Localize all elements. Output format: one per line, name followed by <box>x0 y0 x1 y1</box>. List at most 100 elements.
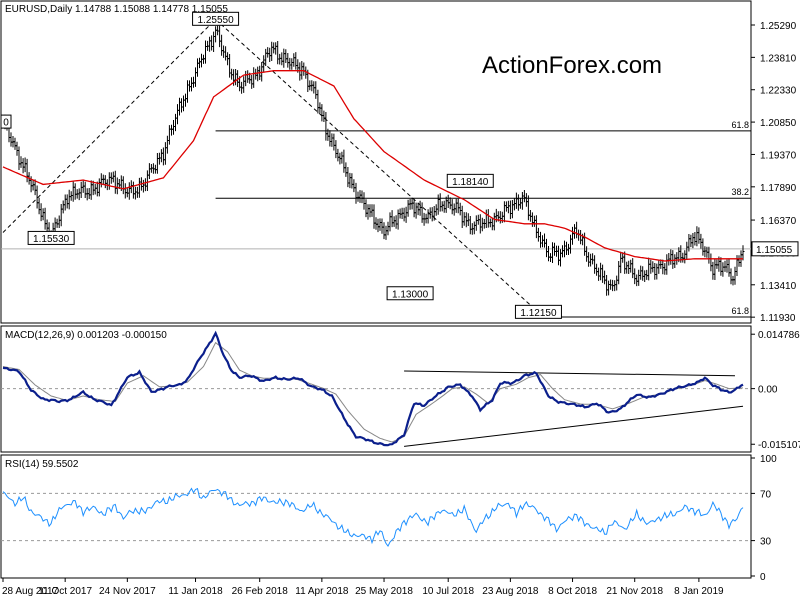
ohlc-bar <box>59 204 63 227</box>
macd-signal-line <box>2 341 744 443</box>
ohlc-bar <box>244 70 248 87</box>
ohlc-bar <box>214 26 218 43</box>
ohlc-bar <box>220 34 224 56</box>
ohlc-bar <box>198 57 201 69</box>
ohlc-bar <box>314 81 318 99</box>
ohlc-bar <box>635 274 639 287</box>
ohlc-bar <box>41 208 45 221</box>
ohlc-bar <box>354 182 358 204</box>
ohlc-bar <box>649 259 653 274</box>
ohlc-bar <box>384 225 388 240</box>
ohlc-bar <box>404 206 408 223</box>
ohlc-bar <box>733 266 737 285</box>
ohlc-bar <box>454 198 458 213</box>
ohlc-bar <box>141 179 145 193</box>
ohlc-bar <box>188 80 191 92</box>
ohlc-bar <box>438 193 442 212</box>
ohlc-bar <box>73 183 77 200</box>
ohlc-bar <box>192 76 195 88</box>
ohlc-bar <box>356 191 360 202</box>
ohlc-bar <box>165 135 169 154</box>
ohlc-bar <box>328 130 332 147</box>
ohlc-bar <box>280 52 284 66</box>
price-y-tick-label: 1.13410 <box>760 281 797 292</box>
ohlc-bar <box>137 177 141 198</box>
ohlc-bar <box>639 265 643 280</box>
ohlc-bar <box>518 198 522 209</box>
ohlc-bar <box>430 207 434 222</box>
rsi-series-layer <box>1 487 751 548</box>
price-label-box <box>514 304 562 319</box>
ohlc-bar <box>508 200 512 220</box>
price-label-box <box>0 114 12 129</box>
ohlc-bar <box>284 49 288 63</box>
ohlc-bar <box>380 218 384 234</box>
ohlc-bar <box>178 97 181 116</box>
ohlc-bar <box>524 193 528 207</box>
ohlc-bar <box>25 158 29 183</box>
ohlc-bar <box>61 200 65 214</box>
ohlc-bar <box>569 234 572 254</box>
ohlc-bar <box>420 202 424 223</box>
ohlc-bar <box>268 47 272 62</box>
ohlc-bar <box>575 221 579 239</box>
ohlc-bar <box>77 188 81 201</box>
ohlc-bar <box>595 263 599 276</box>
price-label: 1.18140 <box>452 177 489 188</box>
ohlc-bar <box>571 226 574 245</box>
x-axis-tick-label: 10 Jul 2018 <box>422 586 474 597</box>
price-y-tick-label: 1.23810 <box>760 53 797 64</box>
ohlc-bar <box>721 262 725 277</box>
ohlc-bar <box>348 172 352 189</box>
ohlc-bar <box>21 158 25 174</box>
watermark: ActionForex.com <box>482 52 662 79</box>
ohlc-bar <box>270 41 274 61</box>
ohlc-bar <box>448 197 452 210</box>
ohlc-bar <box>675 252 679 265</box>
macd-series-layer <box>1 330 751 447</box>
ohlc-bar <box>442 200 446 213</box>
ohlc-bar <box>468 216 472 235</box>
ohlc-bar <box>204 40 207 64</box>
price-y-tick-label: 1.22330 <box>760 86 797 97</box>
ohlc-bar <box>490 218 494 231</box>
ohlc-bar <box>671 250 675 269</box>
ohlc-bar <box>440 201 444 212</box>
ohlc-bar <box>254 68 258 80</box>
ohlc-bar <box>145 170 149 191</box>
current-price-tag <box>751 241 799 257</box>
ohlc-bar <box>93 184 97 195</box>
ohlc-bar <box>320 104 324 122</box>
ohlc-bar <box>655 263 659 280</box>
fib-label: 61.8 <box>731 306 749 316</box>
ohlc-bar <box>322 110 326 122</box>
ohlc-bar <box>113 170 117 194</box>
ohlc-bar <box>591 253 595 265</box>
ohlc-bar <box>200 53 203 68</box>
fib-label: 38.2 <box>731 187 749 197</box>
ohlc-bar <box>631 258 635 279</box>
ohlc-bar <box>551 242 554 263</box>
x-axis-tick-label: 23 Aug 2018 <box>482 586 539 597</box>
ohlc-bar <box>643 270 647 282</box>
macd-y-tick-label: 0.014786 <box>758 330 800 341</box>
ohlc-bar <box>55 218 59 228</box>
ohlc-bar <box>167 125 171 145</box>
ohlc-bar <box>374 217 378 230</box>
ohlc-bar <box>256 66 260 82</box>
ohlc-bar <box>133 186 137 200</box>
ohlc-bar <box>278 53 282 65</box>
ohlc-bar <box>386 221 390 236</box>
rsi-y-tick-label: 70 <box>760 489 772 500</box>
ohlc-bar <box>79 181 83 198</box>
ohlc-bar <box>665 254 669 275</box>
price-series-layer: 61.8 38.2 61.8 1.25550 1.15530 1.13000 1.18140… <box>0 11 751 319</box>
ohlc-bar <box>472 221 476 235</box>
ohlc-bar <box>446 194 450 208</box>
price-y-tick-label: 1.11930 <box>760 313 796 324</box>
price-label-box <box>27 230 75 245</box>
ohlc-bar <box>510 200 514 219</box>
macd-trend-line <box>404 405 744 447</box>
ohlc-bar <box>613 280 617 292</box>
